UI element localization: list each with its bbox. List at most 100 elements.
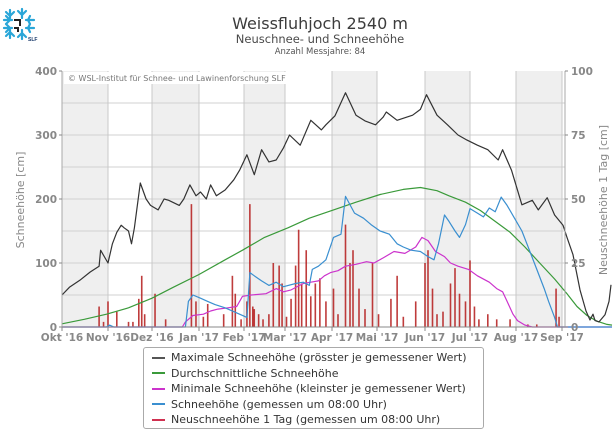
y-tick-right: 100 bbox=[571, 66, 593, 78]
new-snow-bar bbox=[344, 224, 347, 327]
copyright-box bbox=[64, 72, 312, 84]
y-tick-right: 25 bbox=[571, 258, 586, 270]
new-snow-bar bbox=[202, 316, 205, 327]
years-count-label: Anzahl Messjahre: 84 bbox=[274, 47, 366, 57]
new-snow-bar bbox=[535, 324, 538, 327]
new-snow-bar bbox=[555, 288, 557, 327]
y-tick-left: 400 bbox=[35, 66, 57, 78]
new-snow-bar bbox=[337, 314, 339, 327]
new-snow-bar bbox=[449, 283, 452, 327]
new-snow-bar bbox=[300, 283, 303, 327]
new-snow-bar bbox=[371, 263, 374, 327]
new-snow-bar bbox=[487, 314, 489, 327]
snow-chart: © WSL-Institut für Schnee- und Lawinenfo… bbox=[14, 66, 613, 344]
new-snow-bar bbox=[464, 301, 467, 327]
new-snow-bar bbox=[309, 296, 312, 327]
chart-legend: Maximale Schneehöhe (grösster je gemesse… bbox=[143, 347, 484, 429]
svg-text:SLF: SLF bbox=[28, 37, 37, 43]
snowflake-slf-logo-icon: SLF bbox=[2, 7, 37, 43]
new-snow-bar bbox=[424, 263, 426, 327]
new-snow-bar bbox=[352, 250, 354, 327]
new-snow-bar bbox=[234, 293, 237, 327]
new-snow-bar bbox=[377, 314, 380, 327]
new-snow-bar bbox=[297, 229, 300, 327]
legend-swatch bbox=[152, 418, 165, 421]
y-axis-label-left: Schneehöhe [cm] bbox=[14, 152, 27, 249]
legend-item-measured[interactable]: Schneehöhe (gemessen um 08:00 Uhr) bbox=[144, 397, 483, 413]
legend-item-avg[interactable]: Durchschnittliche Schneehöhe bbox=[144, 366, 483, 382]
x-tick-label: Jul '17 bbox=[451, 332, 488, 344]
legend-swatch bbox=[152, 356, 165, 359]
series-line-measured bbox=[62, 195, 612, 328]
new-snow-bar bbox=[454, 268, 456, 327]
new-snow-bar bbox=[164, 319, 167, 327]
new-snow-bar bbox=[558, 316, 560, 327]
axes: 0 100 200 300 400 0 25 50 75 100 Okt '16 Nov '16 Dez… bbox=[35, 66, 593, 344]
legend-label: Maximale Schneehöhe (grösster je gemesse… bbox=[171, 351, 467, 365]
y-tick-right: 0 bbox=[571, 322, 578, 334]
new-snow-bar bbox=[253, 309, 256, 327]
new-snow-bar bbox=[319, 278, 321, 327]
new-snow-bar bbox=[143, 314, 146, 327]
new-snow-bar bbox=[414, 301, 417, 327]
y-tick-left: 0 bbox=[50, 322, 57, 334]
new-snow-bar bbox=[249, 204, 251, 327]
new-snow-bar bbox=[427, 250, 429, 327]
new-snow-bar bbox=[294, 265, 297, 327]
new-snow-bar bbox=[305, 250, 308, 327]
legend-label: Minimale Schneehöhe (kleinster je gemess… bbox=[171, 382, 466, 396]
new-snow-bar bbox=[458, 293, 461, 327]
new-snow-bar bbox=[436, 314, 438, 327]
legend-item-max[interactable]: Maximale Schneehöhe (grösster je gemesse… bbox=[144, 350, 483, 366]
legend-label: Schneehöhe (gemessen um 08:00 Uhr) bbox=[171, 397, 387, 411]
new-snow-bar bbox=[132, 321, 134, 327]
legend-item-min[interactable]: Minimale Schneehöhe (kleinster je gemess… bbox=[144, 381, 483, 397]
x-tick-label: Jun '17 bbox=[404, 332, 445, 344]
new-snow-bar bbox=[396, 275, 398, 327]
new-snow-bar bbox=[285, 316, 288, 327]
new-snow-bar bbox=[431, 288, 434, 327]
new-snow-bar bbox=[240, 319, 242, 327]
new-snow-bar bbox=[154, 293, 156, 327]
x-tick-label: Dez '16 bbox=[130, 332, 173, 344]
legend-swatch bbox=[152, 403, 165, 406]
legend-label: Neuschneehöhe 1 Tag (gemessen um 08:00 U… bbox=[171, 413, 441, 427]
new-snow-bar bbox=[390, 298, 392, 327]
new-snow-bar bbox=[509, 319, 511, 327]
new-snow-bar bbox=[272, 263, 275, 327]
y-tick-left: 200 bbox=[35, 194, 57, 206]
new-snow-bar bbox=[116, 311, 118, 327]
new-snow-bar bbox=[222, 314, 225, 327]
new-snow-bar bbox=[364, 309, 366, 327]
new-snow-bar bbox=[469, 260, 471, 327]
new-snow-bar bbox=[251, 306, 254, 327]
copyright-text: © WSL-Institut für Schnee- und Lawinenfo… bbox=[68, 74, 286, 83]
new-snow-bar bbox=[231, 275, 234, 327]
new-snow-bar bbox=[358, 288, 360, 327]
legend-swatch bbox=[152, 387, 165, 390]
x-tick-label: Feb '17 bbox=[223, 332, 266, 344]
chart-subtitle: Neuschnee- und Schneehöhe bbox=[235, 32, 405, 46]
new-snow-bar bbox=[206, 303, 209, 327]
new-snow-bar bbox=[262, 319, 264, 327]
new-snow-bar bbox=[281, 283, 283, 327]
y-tick-left: 100 bbox=[35, 258, 57, 270]
new-snow-bar bbox=[442, 311, 444, 327]
x-tick-label: Jan '17 bbox=[178, 332, 219, 344]
legend-item-new-snow[interactable]: Neuschneehöhe 1 Tag (gemessen um 08:00 U… bbox=[144, 412, 483, 428]
x-tick-label: Nov '16 bbox=[86, 332, 130, 344]
x-tick-label: Okt '16 bbox=[41, 332, 83, 344]
new-snow-bar bbox=[268, 314, 270, 327]
x-tick-label: Mar '17 bbox=[263, 332, 307, 344]
y-tick-right: 50 bbox=[571, 194, 586, 206]
legend-label: Durchschnittliche Schneehöhe bbox=[171, 366, 339, 380]
new-snow-bar bbox=[140, 275, 143, 327]
chart-title: Weissfluhjoch 2540 m bbox=[232, 14, 408, 33]
new-snow-bar bbox=[102, 321, 105, 327]
new-snow-bar bbox=[278, 265, 280, 327]
new-snow-bar bbox=[325, 301, 327, 327]
new-snow-bar bbox=[402, 316, 405, 327]
series-line-max bbox=[61, 92, 612, 323]
new-snow-bar bbox=[98, 306, 100, 327]
new-snow-bar bbox=[332, 288, 335, 327]
